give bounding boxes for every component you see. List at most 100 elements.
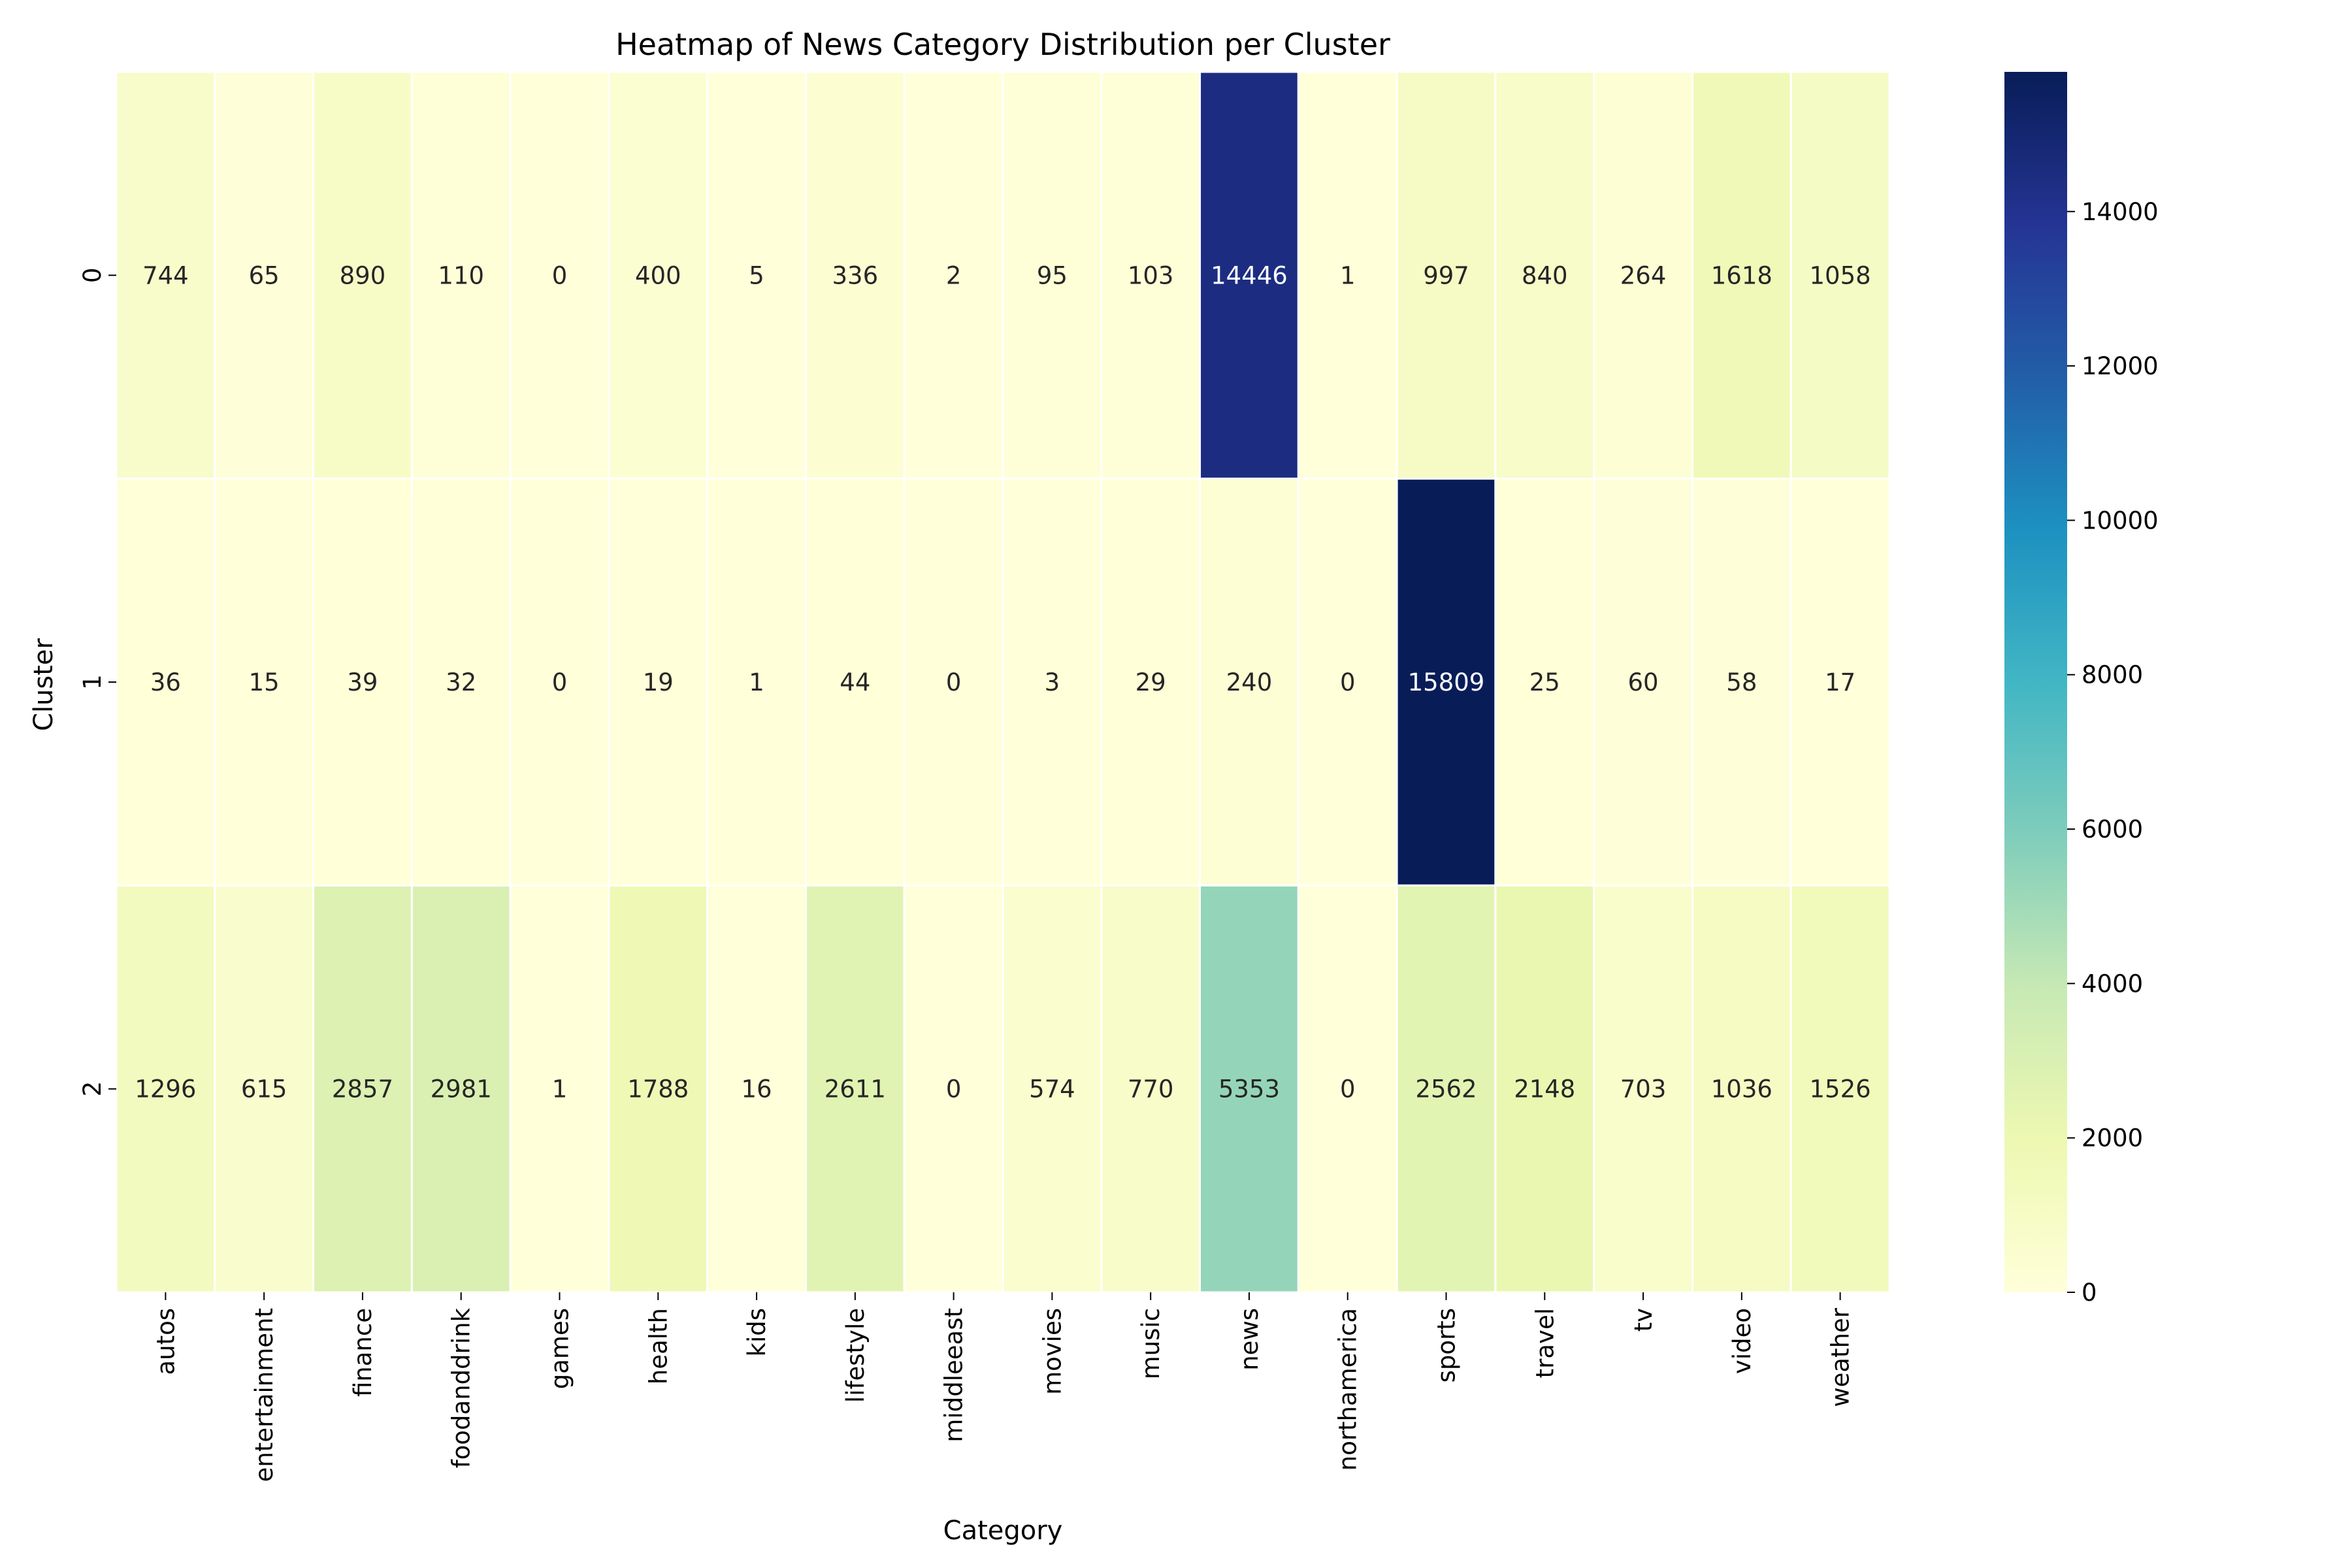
cell-value-label: 264 xyxy=(1620,261,1667,289)
heatmap-cell xyxy=(1002,884,1103,1294)
cell-value-label: 15 xyxy=(249,668,280,696)
cell-value-label: 1 xyxy=(1340,261,1356,289)
heatmap-cell xyxy=(1100,884,1201,1294)
cell-value-label: 574 xyxy=(1029,1075,1075,1103)
heatmap-cell xyxy=(706,478,807,887)
cell-value-label: 336 xyxy=(832,261,879,289)
heatmap-cell xyxy=(1789,884,1891,1294)
heatmap-cell xyxy=(1396,884,1497,1294)
cell-value-label: 997 xyxy=(1423,261,1469,289)
heatmap-cell xyxy=(1789,478,1891,887)
x-tick-label: tv xyxy=(1629,1308,1658,1331)
cell-value-label: 2981 xyxy=(431,1075,492,1103)
cell-value-label: 1526 xyxy=(1810,1075,1871,1103)
cell-value-label: 2562 xyxy=(1415,1075,1477,1103)
cell-value-label: 29 xyxy=(1135,668,1166,696)
cell-value-label: 1618 xyxy=(1711,261,1772,289)
cell-value-label: 770 xyxy=(1128,1075,1174,1103)
heatmap-cell xyxy=(410,478,512,887)
heatmap-cell xyxy=(1396,71,1497,480)
cell-value-label: 1058 xyxy=(1810,261,1871,289)
colorbar-tick-label: 12000 xyxy=(2082,352,2159,380)
y-tick-label: 0 xyxy=(78,268,106,284)
colorbar: 0 2000 4000 6000 8000 10000 12000 14000 xyxy=(2004,72,2159,1307)
heatmap-cell xyxy=(903,884,1004,1294)
heatmap-cell xyxy=(312,71,413,480)
heatmap-cell xyxy=(1297,478,1398,887)
heatmap-cell xyxy=(903,478,1004,887)
heatmap-cell xyxy=(509,71,610,480)
x-tick-label: music xyxy=(1137,1308,1165,1379)
cell-value-label: 65 xyxy=(249,261,280,289)
heatmap-cell xyxy=(1297,884,1398,1294)
heatmap-cell xyxy=(1494,884,1595,1294)
heatmap-cell xyxy=(608,884,709,1294)
cell-value-label: 17 xyxy=(1825,668,1855,696)
heatmap-cell xyxy=(1002,478,1103,887)
x-tick-label: travel xyxy=(1531,1308,1559,1378)
x-tick-label: finance xyxy=(349,1308,377,1397)
cell-value-label: 1036 xyxy=(1711,1075,1772,1103)
cell-value-label: 2148 xyxy=(1514,1075,1575,1103)
colorbar-tick-label: 10000 xyxy=(2082,506,2159,534)
x-tick-label: movies xyxy=(1038,1308,1066,1395)
cell-value-label: 5353 xyxy=(1218,1075,1280,1103)
heatmap-cell xyxy=(706,884,807,1294)
heatmap-cell xyxy=(1691,71,1792,480)
x-tick-label: games xyxy=(546,1308,574,1389)
colorbar-tick-label: 6000 xyxy=(2082,815,2143,843)
colorbar-tick-label: 8000 xyxy=(2082,661,2143,689)
cell-value-label: 0 xyxy=(552,668,568,696)
cell-value-label: 19 xyxy=(643,668,674,696)
x-tick-label: sports xyxy=(1433,1308,1461,1382)
cell-value-label: 25 xyxy=(1529,668,1560,696)
cell-value-label: 1 xyxy=(552,1075,568,1103)
x-axis-label: Category xyxy=(943,1516,1063,1546)
cell-value-label: 32 xyxy=(446,668,476,696)
heatmap-cell xyxy=(214,71,315,480)
x-tick-label: autos xyxy=(152,1308,180,1375)
cell-value-label: 60 xyxy=(1628,668,1659,696)
cell-value-label: 15809 xyxy=(1408,668,1485,696)
cell-value-label: 16 xyxy=(742,1075,772,1103)
heatmap-cell xyxy=(115,71,216,480)
cell-value-label: 1 xyxy=(749,668,764,696)
cell-value-label: 5 xyxy=(749,261,764,289)
colorbar-tick-label: 14000 xyxy=(2082,198,2159,226)
x-tick-label: weather xyxy=(1827,1307,1855,1407)
heatmap-cell xyxy=(115,478,216,887)
cell-value-label: 58 xyxy=(1726,668,1757,696)
cell-value-label: 0 xyxy=(1340,1075,1356,1103)
cell-value-label: 110 xyxy=(438,261,484,289)
heatmap-cell xyxy=(410,884,512,1294)
heatmap-cell xyxy=(804,71,906,480)
cell-value-label: 36 xyxy=(150,668,181,696)
cell-value-label: 840 xyxy=(1522,261,1568,289)
x-tick-label: lifestyle xyxy=(841,1308,870,1403)
y-axis-label: Cluster xyxy=(29,638,59,731)
cell-value-label: 0 xyxy=(946,668,962,696)
cell-value-label: 1788 xyxy=(627,1075,689,1103)
cell-value-label: 44 xyxy=(840,668,870,696)
heatmap-cell xyxy=(214,884,315,1294)
heatmap-cell xyxy=(312,884,413,1294)
heatmap-cell xyxy=(115,884,216,1294)
colorbar-tick-label: 4000 xyxy=(2082,970,2143,998)
heatmap-cell xyxy=(214,478,315,887)
heatmap-cell xyxy=(312,478,413,887)
cell-value-label: 2611 xyxy=(825,1075,886,1103)
cell-value-label: 103 xyxy=(1128,261,1174,289)
cell-value-label: 0 xyxy=(552,261,568,289)
cell-value-label: 615 xyxy=(241,1075,287,1103)
x-tick-label: health xyxy=(644,1308,672,1384)
cell-value-label: 0 xyxy=(946,1075,962,1103)
heatmap-cell xyxy=(1199,71,1299,480)
heatmap-cell xyxy=(1691,478,1792,887)
y-tick-labels: 0 1 2 xyxy=(78,268,116,1096)
colorbar-gradient xyxy=(2004,72,2067,1292)
x-tick-label: kids xyxy=(743,1308,771,1356)
heatmap-cell xyxy=(410,71,512,480)
heatmap-cell xyxy=(1789,71,1891,480)
cell-value-label: 1296 xyxy=(135,1075,196,1103)
x-tick-label: entertainment xyxy=(250,1308,278,1482)
